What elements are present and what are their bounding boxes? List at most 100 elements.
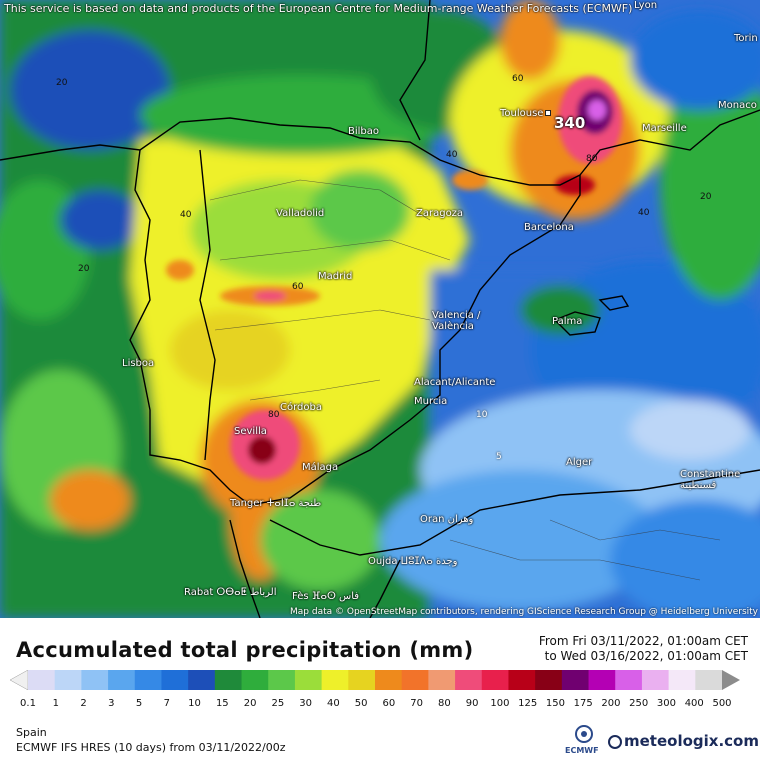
city-label: Oujda ⵡⵓⵊⴷⴰ وجدة — [368, 556, 458, 567]
colorbar-tick-label: 125 — [518, 698, 538, 709]
colorbar-segment — [455, 670, 483, 690]
colorbar-segment — [668, 670, 696, 690]
city-label: Constantine قسنطينة — [680, 469, 741, 491]
colorbar-tick-label: 100 — [490, 698, 510, 709]
ecmwf-logo-icon — [575, 725, 593, 743]
colorbar-tick-label: 50 — [354, 698, 368, 709]
date-to: to Wed 03/16/2022, 01:00am CET — [544, 649, 748, 663]
city-label: Alacant/Alicante — [414, 377, 496, 388]
meteologix-logo-icon — [608, 735, 622, 749]
colorbar-segment — [588, 670, 616, 690]
colorbar-tick-label: 30 — [299, 698, 312, 709]
city-marker-icon — [545, 110, 552, 116]
colorbar-segment — [561, 670, 590, 690]
colorbar-segment — [81, 670, 109, 690]
colorbar-segment — [214, 670, 243, 690]
contour-label: 80 — [268, 410, 280, 420]
meteologix-logo[interactable]: meteologix.com — [608, 732, 759, 750]
colorbar-arrow-left — [10, 670, 29, 690]
contour-label: 60 — [512, 74, 524, 84]
colorbar — [10, 670, 740, 690]
colorbar-segment — [615, 670, 643, 690]
region-label: Spain — [16, 726, 47, 739]
colorbar-segment — [241, 670, 269, 690]
date-from: From Fri 03/11/2022, 01:00am CET — [538, 634, 748, 648]
model-info: ECMWF IFS HRES (10 days) from 03/11/2022… — [16, 741, 286, 754]
colorbar-segment — [188, 670, 216, 690]
city-label: Bilbao — [348, 126, 380, 137]
contour-label: 20 — [78, 264, 90, 274]
city-label: Valladolid — [276, 208, 325, 219]
city-label: Málaga — [302, 462, 339, 473]
colorbar-tick-label: 70 — [410, 698, 423, 709]
colorbar-segment — [535, 670, 563, 690]
colorbar-tick-label: 10 — [188, 698, 201, 709]
colorbar-segment — [108, 670, 136, 690]
colorbar-tick-label: 1 — [52, 698, 59, 709]
contour-label: 5 — [496, 452, 502, 462]
city-label: Monaco — [718, 100, 757, 111]
city-label: Barcelona — [524, 222, 574, 233]
contour-label: 20 — [56, 78, 68, 88]
city-label: Torin — [734, 33, 758, 44]
city-label: Córdoba — [280, 402, 322, 413]
colorbar-tick-label: 40 — [326, 698, 340, 709]
colorbar-tick-label: 150 — [545, 698, 565, 709]
city-label: Alger — [566, 457, 593, 468]
city-label: Murcia — [414, 396, 448, 407]
colorbar-tick-label: 90 — [465, 698, 479, 709]
colorbar-segment — [134, 670, 162, 690]
colorbar-segment — [401, 670, 429, 690]
city-label: Sevilla — [234, 426, 267, 437]
map-canvas — [0, 0, 760, 618]
max-value-label: 340 — [554, 114, 586, 132]
contour-label: 40 — [180, 210, 192, 220]
date-range: From Fri 03/11/2022, 01:00am CET to Wed … — [539, 634, 748, 664]
ecmwf-notice: This service is based on data and produc… — [4, 2, 633, 15]
contour-label: 10 — [476, 410, 488, 420]
colorbar-segment — [641, 670, 670, 690]
colorbar-tick-label: 5 — [135, 698, 143, 709]
precipitation-map[interactable]: This service is based on data and produc… — [0, 0, 760, 618]
chart-title: Accumulated total precipitation (mm) — [16, 638, 474, 662]
colorbar-segment — [294, 670, 323, 690]
colorbar-segment — [481, 670, 509, 690]
colorbar-segment — [695, 670, 723, 690]
colorbar-segment — [348, 670, 376, 690]
map-attribution: Map data © OpenStreetMap contributors, r… — [290, 607, 758, 617]
colorbar-segment — [375, 670, 403, 690]
colorbar-tick-label: 0.1 — [20, 698, 36, 709]
city-label: Lisboa — [122, 358, 155, 369]
contour-label: 40 — [638, 208, 650, 218]
city-label: Palma — [552, 316, 583, 327]
colorbar-tick-label: 7 — [163, 698, 170, 709]
colorbar-tick-label: 3 — [108, 698, 115, 709]
contour-label: 80 — [586, 154, 598, 164]
colorbar-tick-label: 60 — [382, 698, 396, 709]
city-label: Zaragoza — [416, 208, 464, 219]
ecmwf-logo-text: ECMWF — [565, 746, 599, 755]
city-label: Madrid — [318, 271, 353, 282]
colorbar-tick-label: 200 — [601, 698, 621, 709]
colorbar-tick-label: 400 — [684, 698, 704, 709]
contour-label: 60 — [292, 282, 304, 292]
colorbar-arrow-right — [722, 670, 740, 690]
city-label: Marseille — [642, 123, 687, 134]
colorbar-segment — [508, 670, 536, 690]
city-label: Lyon — [634, 0, 658, 11]
colorbar-segment — [28, 670, 56, 690]
colorbar-tick-label: 500 — [712, 698, 732, 709]
city-label: Fès ⴼⴰⵙ فاس — [292, 591, 360, 602]
legend-panel: Accumulated total precipitation (mm) Fro… — [0, 618, 760, 760]
colorbar-segment — [321, 670, 349, 690]
city-label: Valencia / València — [432, 310, 481, 332]
city-label: Toulouse — [500, 108, 552, 119]
colorbar-tick-label: 175 — [573, 698, 593, 709]
colorbar-segment — [161, 670, 189, 690]
colorbar-tick-label: 20 — [243, 698, 257, 709]
colorbar-tick-label: 25 — [271, 698, 285, 709]
colorbar-tick-label: 2 — [80, 698, 87, 709]
colorbar-tick-label: 300 — [656, 698, 677, 709]
colorbar-tick-label: 80 — [438, 698, 451, 709]
city-label: Tanger ⵜⴰⵏⵊⴰ طنجة — [230, 498, 322, 509]
